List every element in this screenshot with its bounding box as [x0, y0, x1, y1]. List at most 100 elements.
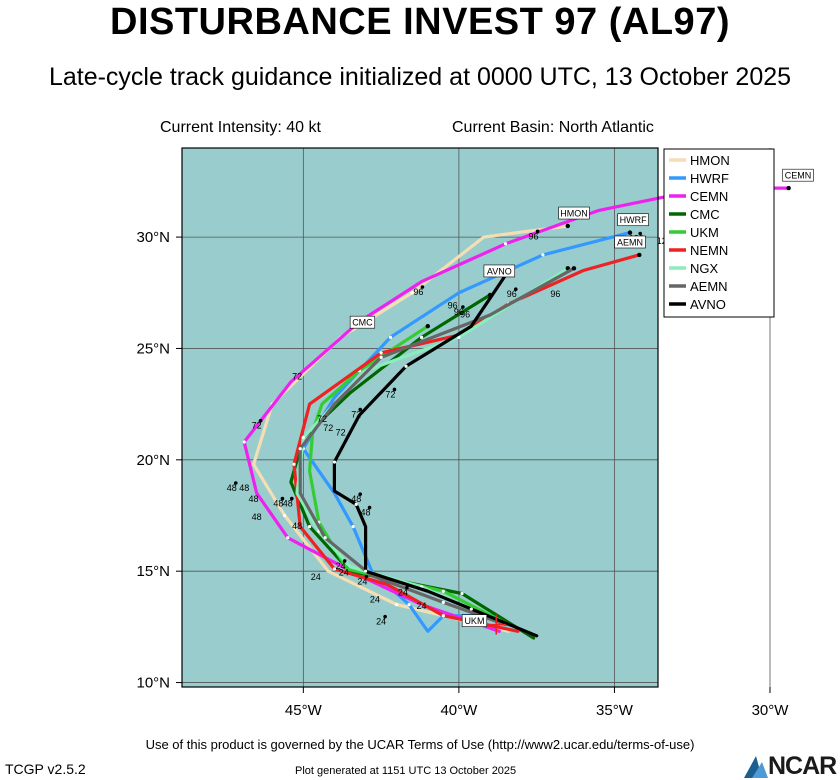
model-tag-avno: AVNO	[487, 266, 512, 276]
forecast-hour-label: 48	[361, 508, 371, 518]
map-frame	[181, 147, 659, 688]
current-intensity: Current Intensity: 40 kt	[160, 119, 321, 136]
forecast-hour-label: 72	[252, 421, 262, 431]
forecast-hour-dot	[392, 387, 397, 392]
forecast-hour-label: 96	[454, 307, 464, 317]
forecast-hour-label: 48	[249, 494, 259, 504]
forecast-hour-label: 24	[336, 561, 346, 571]
forecast-hour-label: 24	[339, 568, 349, 578]
track-point	[460, 591, 464, 596]
forecast-hour-dot	[233, 481, 238, 485]
track-end-dot	[571, 266, 577, 271]
y-tick-label: 25°N	[136, 340, 170, 357]
track-point	[286, 536, 290, 540]
forecast-hour-label: 96	[529, 231, 539, 241]
track-point	[469, 607, 473, 611]
forecast-hour-dot	[420, 285, 425, 289]
model-tag-ukm: UKM	[464, 616, 484, 626]
track-end-dot	[786, 185, 791, 191]
legend-label: UKM	[690, 225, 719, 240]
forecast-hour-label: 48	[273, 499, 283, 509]
current-basin: Current Basin: North Atlantic	[452, 119, 654, 136]
forecast-hour-label: 48	[351, 494, 361, 504]
forecast-hour-dot	[364, 574, 369, 579]
forecast-hour-dot	[535, 229, 540, 234]
track-point	[298, 447, 302, 451]
forecast-hour-label: 48	[239, 483, 249, 493]
forecast-hour-label: 96	[448, 300, 458, 310]
track-end-dot	[637, 252, 642, 258]
track-avno	[332, 268, 539, 638]
forecast-hour-dot	[461, 305, 465, 309]
map-axes: 45°W 40°W 35°W 30°W 30°N 25°N 20°N 15°N 10°N	[136, 229, 789, 719]
y-tick-label: 10°N	[136, 675, 170, 692]
forecast-hour-label: 48	[252, 512, 262, 522]
forecast-hour-label: 96	[460, 309, 470, 319]
forecast-hour-dot	[258, 418, 263, 423]
track-point	[323, 536, 327, 540]
forecast-hour-label: 72	[317, 414, 327, 424]
track-point	[363, 569, 368, 573]
track-point	[379, 355, 383, 359]
track-point	[292, 462, 296, 466]
forecast-hour-label: 96	[413, 287, 423, 297]
y-tick-label: 20°N	[136, 452, 170, 469]
legend: HMON HWRF CEMN CMC UKM NEMN NGX AEMN AVNO	[663, 148, 775, 318]
track-point	[441, 589, 445, 593]
forecast-hour-dot	[383, 614, 387, 619]
forecast-hour-dot	[358, 407, 363, 412]
forecast-hour-dot	[367, 505, 372, 510]
track-point	[332, 460, 337, 464]
ncar-logo: NCAR	[742, 752, 840, 780]
track-end-dot	[627, 230, 633, 235]
forecast-hour-label: 48	[283, 499, 293, 509]
forecast-hour-label: 24	[370, 594, 380, 604]
track-point	[541, 253, 545, 257]
track-lines	[242, 185, 791, 640]
track-point	[457, 335, 461, 339]
forecast-hour-label: 24	[376, 617, 386, 627]
track-hmon	[252, 224, 570, 633]
forecast-hour-label: 72	[351, 410, 361, 420]
forecast-hour-label: 24	[417, 601, 427, 611]
legend-label: NGX	[690, 261, 719, 276]
track-point	[441, 600, 445, 604]
forecast-hour-label: 72	[336, 427, 346, 437]
model-tag-hwrf: HWRF	[620, 215, 647, 225]
x-tick-label: 35°W	[596, 702, 634, 719]
track-point	[407, 602, 411, 607]
x-tick-label: 40°W	[440, 702, 478, 719]
page-title: DISTURBANCE INVEST 97 (AL97)	[110, 1, 730, 43]
model-tag-box	[614, 235, 646, 249]
track-point	[283, 513, 287, 518]
model-tag-box	[461, 614, 488, 627]
forecast-hour-label: 48	[227, 483, 237, 493]
forecast-hour-label: 96	[507, 289, 517, 299]
forecast-hour-label: 72	[292, 372, 302, 382]
generated-time: Plot generated at 1151 UTC 13 October 20…	[295, 765, 517, 777]
page-subtitle: Late-cycle track guidance initialized at…	[48, 63, 792, 91]
track-point	[441, 614, 445, 618]
track-point	[410, 291, 414, 295]
forecast-hour-label: 96	[550, 289, 560, 299]
track-point	[301, 435, 305, 440]
model-tag-hmon: HMON	[560, 209, 588, 219]
legend-label: AVNO	[690, 297, 726, 312]
map-grid	[182, 148, 771, 687]
forecast-hour-label: 24	[357, 577, 367, 587]
track-point	[242, 440, 246, 444]
legend-label: CEMN	[690, 189, 728, 204]
y-tick-label: 15°N	[136, 563, 170, 580]
model-tag-box	[782, 168, 814, 182]
track-point	[404, 364, 408, 368]
track-hwrf	[301, 231, 632, 633]
track-point	[379, 351, 383, 355]
model-tag-box	[617, 213, 649, 227]
track-point	[351, 525, 355, 529]
forecast-hour-dot	[513, 287, 518, 292]
track-point	[307, 525, 312, 529]
track-point	[332, 567, 337, 571]
forecast-hour-dot	[289, 496, 294, 501]
ncar-logo-icon	[744, 756, 768, 778]
